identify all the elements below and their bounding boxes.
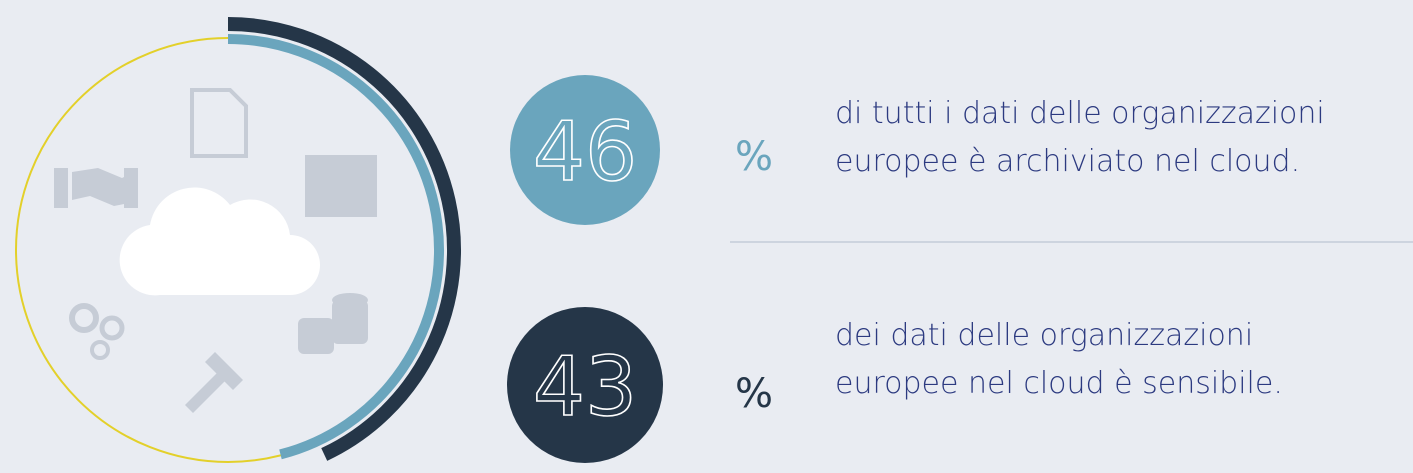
stat-text: europee nel cloud è sensibile.	[835, 366, 1283, 401]
stat-value: 43	[533, 340, 637, 435]
stat-unit: %	[735, 371, 773, 417]
gears-icon	[99, 315, 125, 341]
gavel-icon	[185, 352, 243, 413]
heart-icon	[305, 155, 377, 217]
stat-unit: %	[735, 134, 773, 180]
stat-circle	[510, 75, 660, 225]
gears-icon	[90, 340, 110, 360]
icons	[54, 88, 377, 413]
stat-circle	[507, 307, 663, 463]
stat-text: dei dati delle organizzazioni	[835, 318, 1253, 353]
handshake-icon	[54, 168, 68, 208]
document-icon	[190, 88, 248, 158]
coins-icon	[332, 300, 368, 344]
percent-arc	[227, 34, 444, 460]
handshake-icon	[124, 168, 138, 208]
coins-icon	[298, 318, 334, 354]
handshake-icon	[72, 168, 134, 206]
stat-text: europee è archiviato nel cloud.	[835, 144, 1300, 179]
stat-value: 46	[533, 105, 637, 200]
gears-icon	[69, 303, 99, 333]
stat-text: di tutti i dati delle organizzazioni	[835, 96, 1325, 131]
cloud-icon	[119, 187, 320, 296]
percent-arc	[227, 17, 461, 461]
